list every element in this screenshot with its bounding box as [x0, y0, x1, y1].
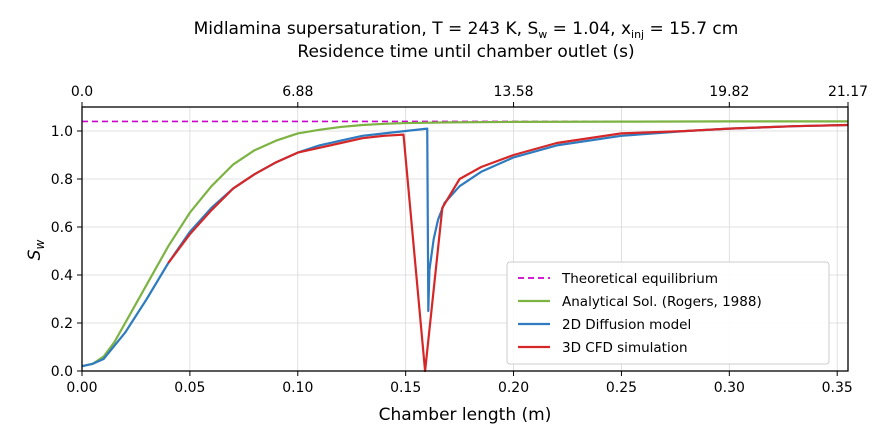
y-axis-label-sub: w [33, 240, 47, 250]
legend-label-2: 2D Diffusion model [562, 317, 691, 333]
y-tick-label-1: 0.2 [51, 316, 73, 332]
x-tick-label-3: 0.15 [390, 380, 421, 396]
y-tick-label-3: 0.6 [51, 220, 73, 236]
legend: Theoretical equilibrium Analytical Sol. (… [506, 261, 830, 365]
y-axis-label-main: S [25, 249, 45, 260]
x-tick-label-1: 0.05 [174, 380, 205, 396]
series-group [81, 120, 849, 373]
x-axis-label: Chamber length (m) [379, 405, 552, 425]
x-tick-label-0: 0.00 [66, 380, 97, 396]
y-tick-label-4: 0.8 [51, 172, 73, 188]
legend-box [506, 261, 830, 365]
top-tick-label-4: 21.17 [828, 84, 868, 100]
legend-label-0: Theoretical equilibrium [561, 271, 718, 287]
chart-title: Midlamina supersaturation, T = 243 K, Sw… [194, 19, 739, 41]
y-tick-label-5: 1.0 [51, 124, 73, 140]
x-tick-label-2: 0.10 [282, 380, 313, 396]
legend-label-1: Analytical Sol. (Rogers, 1988) [562, 294, 762, 310]
x-tick-label-4: 0.20 [498, 380, 529, 396]
x-tick-label-7: 0.35 [822, 380, 853, 396]
title-part-3: = 15.7 cm [644, 19, 738, 39]
top-tick-label-2: 13.58 [494, 84, 534, 100]
top-tick-label-3: 19.82 [709, 84, 749, 100]
title-sub-inj: inj [631, 28, 644, 41]
ticks-group: 0.00 0.05 0.10 0.15 0.20 0.25 0.30 0.35 0.0 0.2 0.… [51, 84, 868, 396]
y-tick-label-0: 0.0 [51, 364, 73, 380]
series-line-3 [167, 123, 849, 373]
top-tick-label-0: 0.0 [71, 84, 93, 100]
x-tick-label-5: 0.25 [606, 380, 637, 396]
top-axis-label: Residence time until chamber outlet (s) [297, 42, 634, 62]
title-sub-w: w [538, 28, 547, 41]
x-tick-label-6: 0.30 [714, 380, 745, 396]
plot-frame [81, 106, 849, 372]
title-part-1: Midlamina supersaturation, T = 243 K, S [194, 19, 539, 39]
top-tick-label-1: 6.88 [282, 84, 313, 100]
legend-label-3: 3D CFD simulation [562, 340, 688, 356]
title-part-2: = 1.04, x [547, 19, 631, 39]
series-line-1 [81, 120, 848, 368]
y-axis-label: Sw [25, 240, 47, 261]
y-tick-label-2: 0.4 [51, 268, 73, 284]
